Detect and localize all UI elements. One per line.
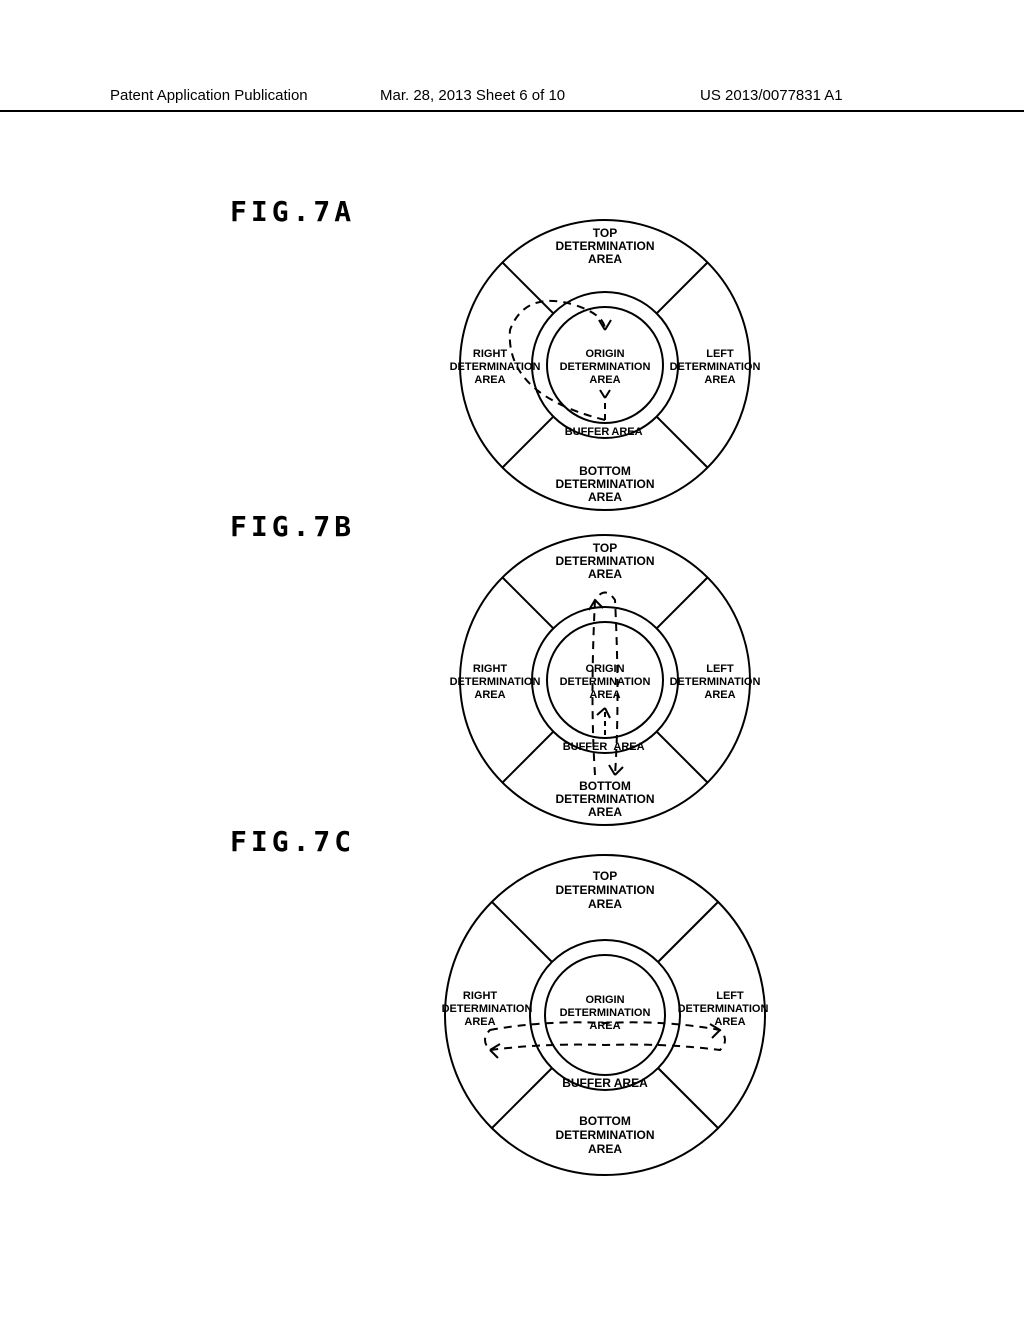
svg-text:DETERMINATION: DETERMINATION <box>555 554 654 568</box>
svg-text:ORIGIN: ORIGIN <box>585 994 624 1006</box>
svg-text:AREA: AREA <box>588 567 622 581</box>
svg-text:AREA: AREA <box>588 252 622 266</box>
header-center: Mar. 28, 2013 Sheet 6 of 10 <box>380 87 565 104</box>
svg-text:AREA: AREA <box>704 689 735 701</box>
svg-text:AREA: AREA <box>589 689 620 701</box>
fig-7a-diagram: TOP DETERMINATION AREA RIGHT DETERMINATI… <box>430 215 780 515</box>
svg-text:LEFT: LEFT <box>716 990 744 1002</box>
svg-text:AREA: AREA <box>589 1020 620 1032</box>
svg-text:LEFT: LEFT <box>706 348 734 360</box>
svg-text:DETERMINATION: DETERMINATION <box>670 676 761 688</box>
svg-text:AREA: AREA <box>588 490 622 504</box>
fig-7c-label: FIG.7C <box>230 825 355 858</box>
svg-text:AREA: AREA <box>589 374 620 386</box>
svg-text:DETERMINATION: DETERMINATION <box>678 1003 769 1015</box>
svg-text:DETERMINATION: DETERMINATION <box>560 676 651 688</box>
svg-text:LEFT: LEFT <box>706 663 734 675</box>
fig-7b-diagram: TOP DETERMINATION AREA RIGHT DETERMINATI… <box>430 530 780 830</box>
svg-text:AREA: AREA <box>474 374 505 386</box>
svg-text:AREA: AREA <box>714 1016 745 1028</box>
svg-text:DETERMINATION: DETERMINATION <box>450 676 541 688</box>
svg-text:DETERMINATION: DETERMINATION <box>560 1007 651 1019</box>
svg-text:AREA: AREA <box>588 805 622 819</box>
svg-text:RIGHT: RIGHT <box>463 990 498 1002</box>
svg-text:RIGHT: RIGHT <box>473 348 508 360</box>
svg-text:DETERMINATION: DETERMINATION <box>555 883 654 897</box>
header-right: US 2013/0077831 A1 <box>700 87 843 104</box>
svg-text:TOP: TOP <box>593 226 617 240</box>
svg-text:DETERMINATION: DETERMINATION <box>560 361 651 373</box>
svg-text:ORIGIN: ORIGIN <box>585 663 624 675</box>
svg-text:DETERMINATION: DETERMINATION <box>555 792 654 806</box>
svg-text:DETERMINATION: DETERMINATION <box>555 239 654 253</box>
svg-text:DETERMINATION: DETERMINATION <box>555 1128 654 1142</box>
svg-text:BOTTOM: BOTTOM <box>579 779 631 793</box>
svg-text:AREA: AREA <box>704 374 735 386</box>
svg-text:TOP: TOP <box>593 869 617 883</box>
header-left: Patent Application Publication <box>110 87 308 104</box>
svg-text:DETERMINATION: DETERMINATION <box>450 361 541 373</box>
svg-text:DETERMINATION: DETERMINATION <box>555 477 654 491</box>
svg-text:BUFFER AREA: BUFFER AREA <box>562 1076 648 1090</box>
fig-7a-label: FIG.7A <box>230 195 355 228</box>
svg-text:AREA: AREA <box>588 1142 622 1156</box>
svg-text:AREA: AREA <box>464 1016 495 1028</box>
fig-7c-diagram: TOP DETERMINATION AREA RIGHT DETERMINATI… <box>415 845 795 1185</box>
svg-text:TOP: TOP <box>593 541 617 555</box>
svg-text:RIGHT: RIGHT <box>473 663 508 675</box>
header-bar: Patent Application Publication Mar. 28, … <box>0 85 1024 112</box>
svg-text:AREA: AREA <box>611 426 642 438</box>
svg-text:BUFFER: BUFFER <box>563 741 608 753</box>
svg-text:DETERMINATION: DETERMINATION <box>670 361 761 373</box>
svg-text:AREA: AREA <box>613 741 644 753</box>
svg-text:AREA: AREA <box>474 689 505 701</box>
svg-text:AREA: AREA <box>588 897 622 911</box>
svg-text:BOTTOM: BOTTOM <box>579 1114 631 1128</box>
fig-7b-label: FIG.7B <box>230 510 355 543</box>
svg-text:ORIGIN: ORIGIN <box>585 348 624 360</box>
svg-text:DETERMINATION: DETERMINATION <box>442 1003 533 1015</box>
svg-text:BOTTOM: BOTTOM <box>579 464 631 478</box>
svg-text:BUFFER: BUFFER <box>565 426 610 438</box>
